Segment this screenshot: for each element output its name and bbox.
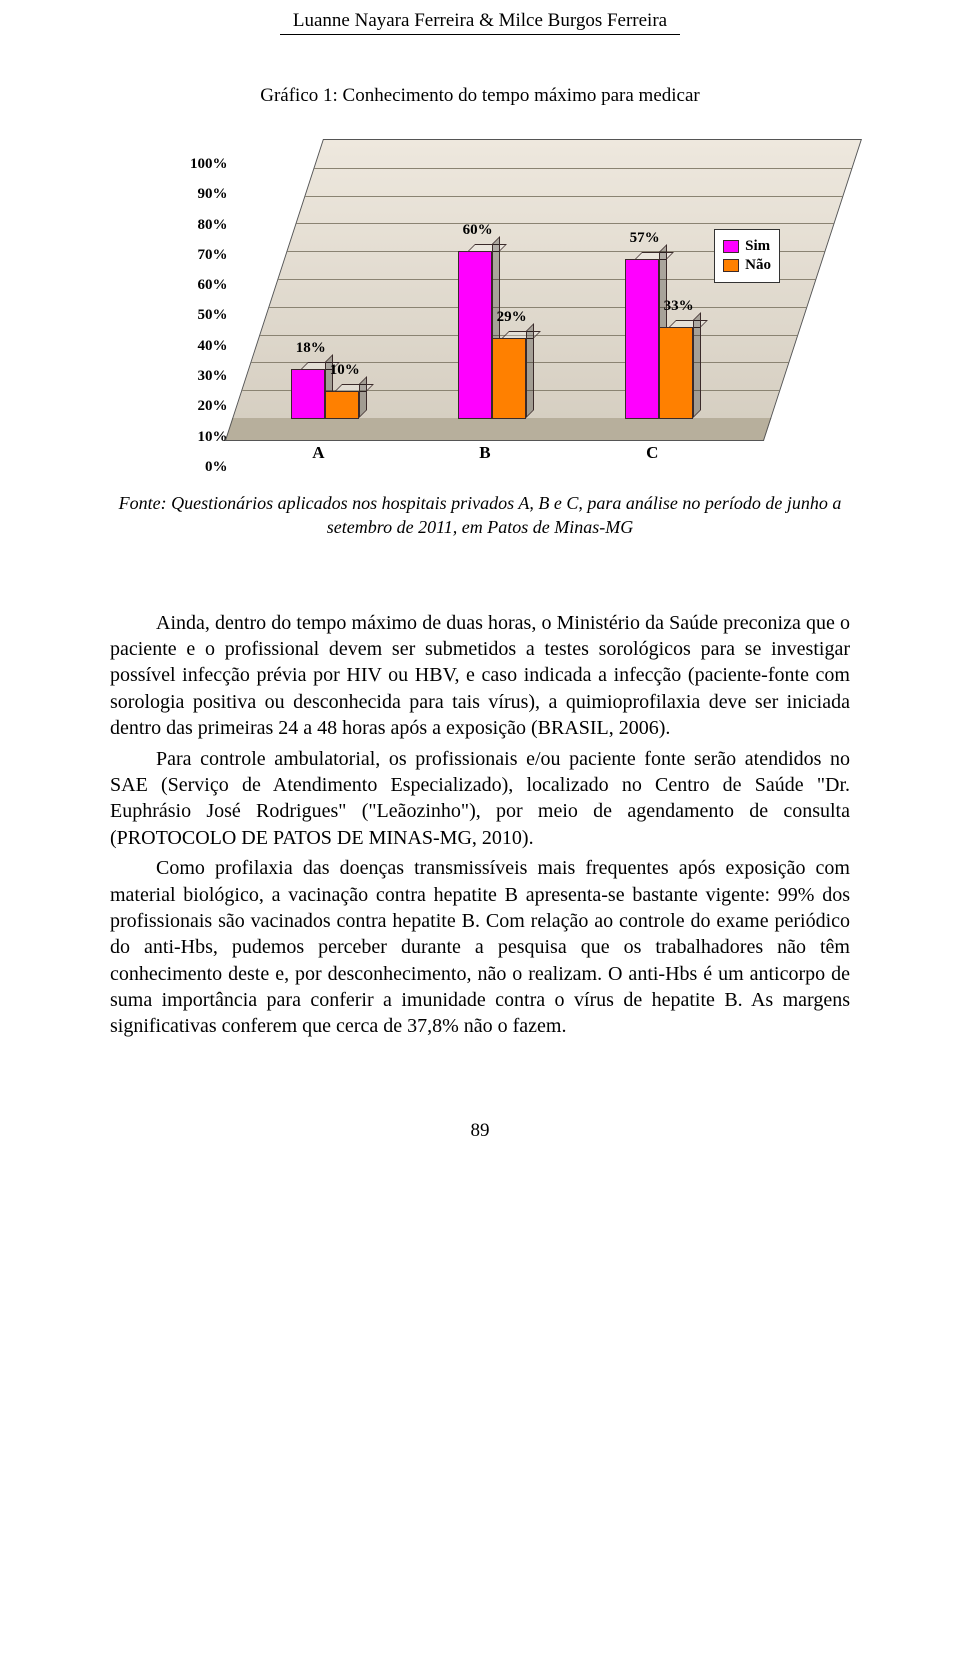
legend-swatch-nao: [723, 259, 739, 272]
bar: 10%: [325, 391, 359, 419]
bar-value-label: 29%: [497, 309, 527, 326]
legend: Sim Não: [714, 229, 780, 283]
bar: 29%: [492, 338, 526, 419]
bar: 33%: [659, 327, 693, 419]
bar-value-label: 10%: [330, 362, 360, 379]
paragraph: Para controle ambulatorial, os profissio…: [110, 746, 850, 852]
bar-value-label: 33%: [664, 298, 694, 315]
legend-item-sim: Sim: [723, 238, 771, 255]
bar-group: 57%33%: [625, 259, 693, 419]
chart-title: Gráfico 1: Conhecimento do tempo máximo …: [110, 85, 850, 107]
author-line: Luanne Nayara Ferreira & Milce Burgos Fe…: [110, 10, 850, 32]
bar-group: 60%29%: [458, 251, 526, 419]
page-number: 89: [110, 1120, 850, 1142]
bar: 57%: [625, 259, 659, 419]
legend-item-nao: Não: [723, 257, 771, 274]
body-text: Ainda, dentro do tempo máximo de duas ho…: [110, 610, 850, 1040]
header-divider: [280, 34, 680, 35]
paragraph: Como profilaxia das doenças transmissíve…: [110, 855, 850, 1040]
chart-container: 100%90%80%70%60%50%40%30%20%10%0% 18%10%…: [190, 139, 770, 467]
bar-value-label: 18%: [296, 340, 326, 357]
x-label: B: [479, 443, 490, 463]
bar-value-label: 57%: [630, 230, 660, 247]
plot-area: 18%10%60%29%57%33% ABC: [232, 139, 771, 467]
bar: 18%: [291, 369, 325, 419]
x-label: C: [646, 443, 658, 463]
legend-label-sim: Sim: [745, 238, 770, 255]
bar-value-label: 60%: [463, 222, 493, 239]
x-axis: A B C: [232, 443, 771, 467]
legend-label-nao: Não: [745, 257, 771, 274]
bar: 60%: [458, 251, 492, 419]
legend-swatch-sim: [723, 240, 739, 253]
bar-group: 18%10%: [291, 369, 359, 419]
x-label: A: [312, 443, 324, 463]
y-axis: 100%90%80%70%60%50%40%30%20%10%0%: [190, 164, 228, 467]
chart-caption: Fonte: Questionários aplicados nos hospi…: [110, 491, 850, 540]
paragraph: Ainda, dentro do tempo máximo de duas ho…: [110, 610, 850, 742]
